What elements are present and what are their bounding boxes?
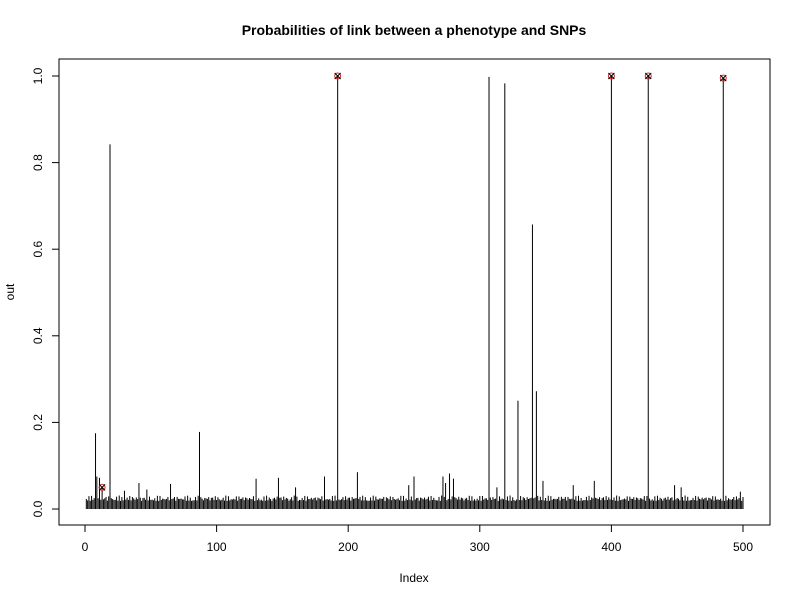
- highlight-marker: [644, 72, 652, 80]
- x-tick-label: 100: [207, 540, 227, 554]
- y-tick-label: 0.4: [31, 327, 45, 344]
- y-tick-label: 0.2: [31, 414, 45, 431]
- x-axis: 0 100 200 300 400 500: [82, 524, 753, 554]
- x-tick-label: 400: [601, 540, 621, 554]
- highlight-marker: [98, 483, 106, 491]
- x-tick-label: 300: [470, 540, 490, 554]
- y-axis-label: out: [3, 283, 17, 300]
- highlights-group: [98, 72, 727, 491]
- plot-frame: [58, 58, 771, 526]
- highlight-marker: [607, 72, 615, 80]
- y-tick-label: 0.6: [31, 241, 45, 258]
- highlight-marker: [719, 74, 727, 82]
- bars-group: [85, 76, 744, 509]
- y-tick-label: 1.0: [31, 67, 45, 84]
- highlight-marker: [334, 72, 342, 80]
- x-tick-label: 200: [338, 540, 358, 554]
- y-tick-label: 0.8: [31, 154, 45, 171]
- x-tick-label: 0: [82, 540, 89, 554]
- chart-title: Probabilities of link between a phenotyp…: [242, 22, 587, 38]
- y-tick-label: 0.0: [31, 500, 45, 517]
- x-tick-label: 500: [733, 540, 753, 554]
- x-axis-label: Index: [399, 571, 428, 585]
- y-axis: 0.0 0.2 0.4 0.6 0.8 1.0: [31, 67, 60, 517]
